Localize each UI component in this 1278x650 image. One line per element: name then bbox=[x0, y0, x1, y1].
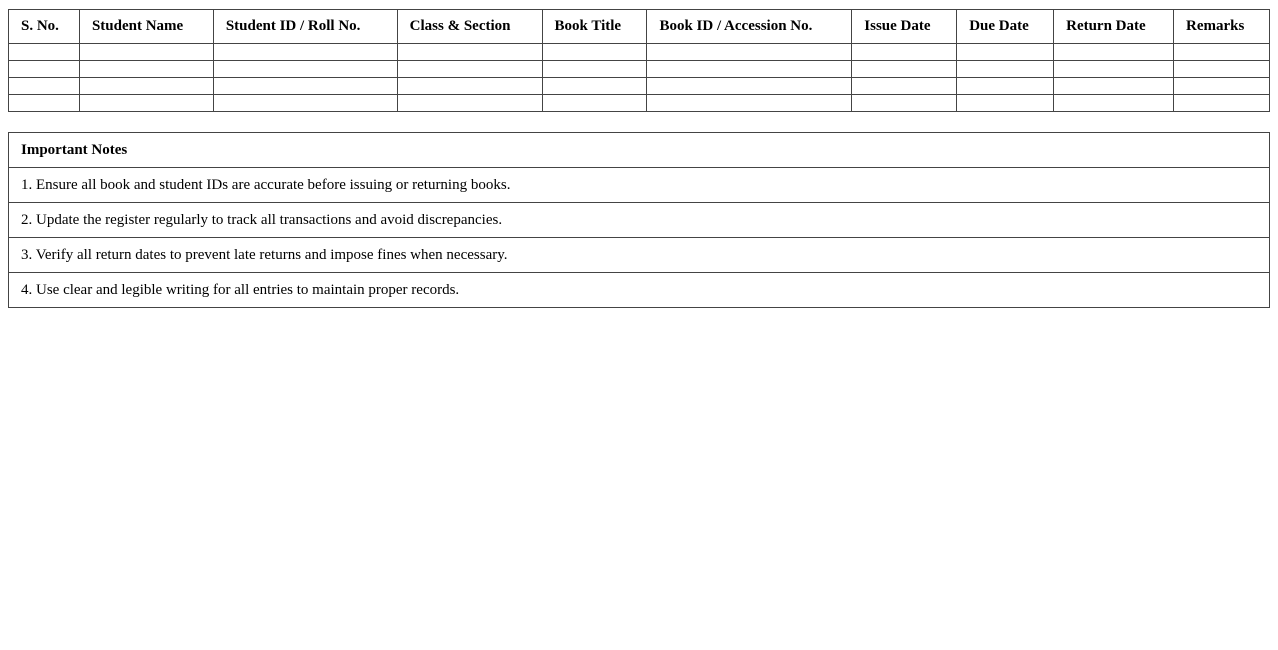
table-row bbox=[8, 77, 1270, 95]
empty-cell bbox=[78, 60, 214, 78]
empty-cell bbox=[396, 77, 543, 95]
header-row: S. No. Student Name Student ID / Roll No. C… bbox=[8, 9, 1270, 44]
empty-cell bbox=[646, 60, 853, 78]
empty-cell bbox=[396, 43, 543, 61]
table-row bbox=[8, 60, 1270, 78]
important-notes-table: Important Notes 1. Ensure all book and s… bbox=[8, 132, 1270, 308]
empty-cell bbox=[851, 43, 958, 61]
empty-cell bbox=[541, 94, 648, 112]
empty-cell bbox=[8, 60, 80, 78]
empty-cell bbox=[851, 77, 958, 95]
empty-cell bbox=[541, 43, 648, 61]
column-header: Remarks bbox=[1173, 9, 1270, 44]
empty-cell bbox=[1173, 77, 1270, 95]
note-item: 2. Update the register regularly to trac… bbox=[8, 202, 1270, 238]
empty-cell bbox=[1173, 94, 1270, 112]
empty-cell bbox=[956, 77, 1055, 95]
empty-cell bbox=[646, 94, 853, 112]
empty-cell bbox=[212, 94, 398, 112]
empty-cell bbox=[541, 77, 648, 95]
empty-cell bbox=[956, 94, 1055, 112]
empty-cell bbox=[8, 43, 80, 61]
column-header: Issue Date bbox=[851, 9, 958, 44]
empty-cell bbox=[78, 77, 214, 95]
empty-cell bbox=[1053, 77, 1174, 95]
empty-cell bbox=[1173, 60, 1270, 78]
empty-cell bbox=[1053, 60, 1174, 78]
column-header: Student ID / Roll No. bbox=[212, 9, 398, 44]
empty-cell bbox=[541, 60, 648, 78]
empty-cell bbox=[851, 60, 958, 78]
empty-cell bbox=[1053, 43, 1174, 61]
notes-title: Important Notes bbox=[8, 132, 1270, 168]
table-row bbox=[8, 43, 1270, 61]
empty-cell bbox=[851, 94, 958, 112]
empty-cell bbox=[646, 43, 853, 61]
table-row bbox=[8, 94, 1270, 112]
column-header: Student Name bbox=[78, 9, 214, 44]
note-item: 1. Ensure all book and student IDs are a… bbox=[8, 167, 1270, 203]
empty-cell bbox=[212, 43, 398, 61]
empty-cell bbox=[396, 94, 543, 112]
column-header: Book Title bbox=[541, 9, 648, 44]
empty-cell bbox=[212, 77, 398, 95]
empty-cell bbox=[956, 60, 1055, 78]
empty-cell bbox=[646, 77, 853, 95]
column-header: Due Date bbox=[956, 9, 1055, 44]
empty-cell bbox=[78, 94, 214, 112]
empty-cell bbox=[956, 43, 1055, 61]
empty-cell bbox=[78, 43, 214, 61]
column-header: Book ID / Accession No. bbox=[646, 9, 853, 44]
note-item: 3. Verify all return dates to prevent la… bbox=[8, 237, 1270, 273]
empty-cell bbox=[8, 94, 80, 112]
empty-cell bbox=[396, 60, 543, 78]
empty-cell bbox=[212, 60, 398, 78]
library-register-table: S. No. Student Name Student ID / Roll No. C… bbox=[8, 9, 1270, 112]
empty-cell bbox=[1053, 94, 1174, 112]
column-header: Return Date bbox=[1053, 9, 1174, 44]
column-header: S. No. bbox=[8, 9, 80, 44]
column-header: Class & Section bbox=[396, 9, 543, 44]
empty-cell bbox=[1173, 43, 1270, 61]
note-item: 4. Use clear and legible writing for all… bbox=[8, 272, 1270, 308]
empty-cell bbox=[8, 77, 80, 95]
